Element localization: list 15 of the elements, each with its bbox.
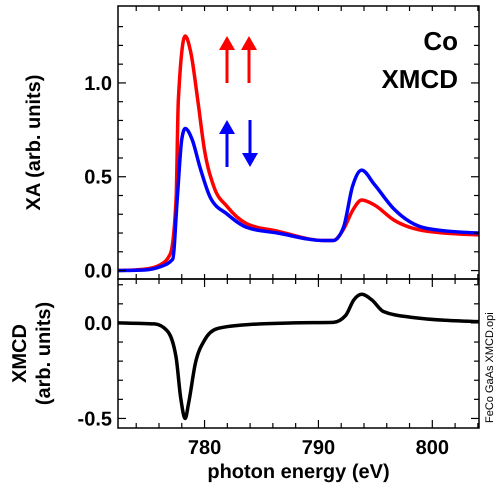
- y-tick-label: 0.0: [84, 312, 112, 335]
- annotation: XMCD: [381, 64, 458, 94]
- text: FeCo GaAs XMCD.opi: [484, 312, 496, 423]
- annotation: Co: [423, 26, 458, 56]
- x-tick-label: 800: [416, 437, 449, 459]
- y-tick-label: 0.5: [84, 166, 112, 189]
- y-tick-label: 1.0: [84, 72, 112, 95]
- line-series: [118, 126, 479, 272]
- x-axis-title: photon energy (eV): [207, 461, 390, 483]
- y-axis-title: XA (arb. units): [23, 74, 45, 210]
- x-tick-label: 780: [188, 437, 222, 459]
- y-axis-title: XMCD (arb. units): [9, 302, 55, 406]
- y-tick-label: 0.0: [84, 260, 112, 283]
- y-tick-label: -0.5: [78, 408, 112, 430]
- x-tick-label: 790: [302, 437, 336, 459]
